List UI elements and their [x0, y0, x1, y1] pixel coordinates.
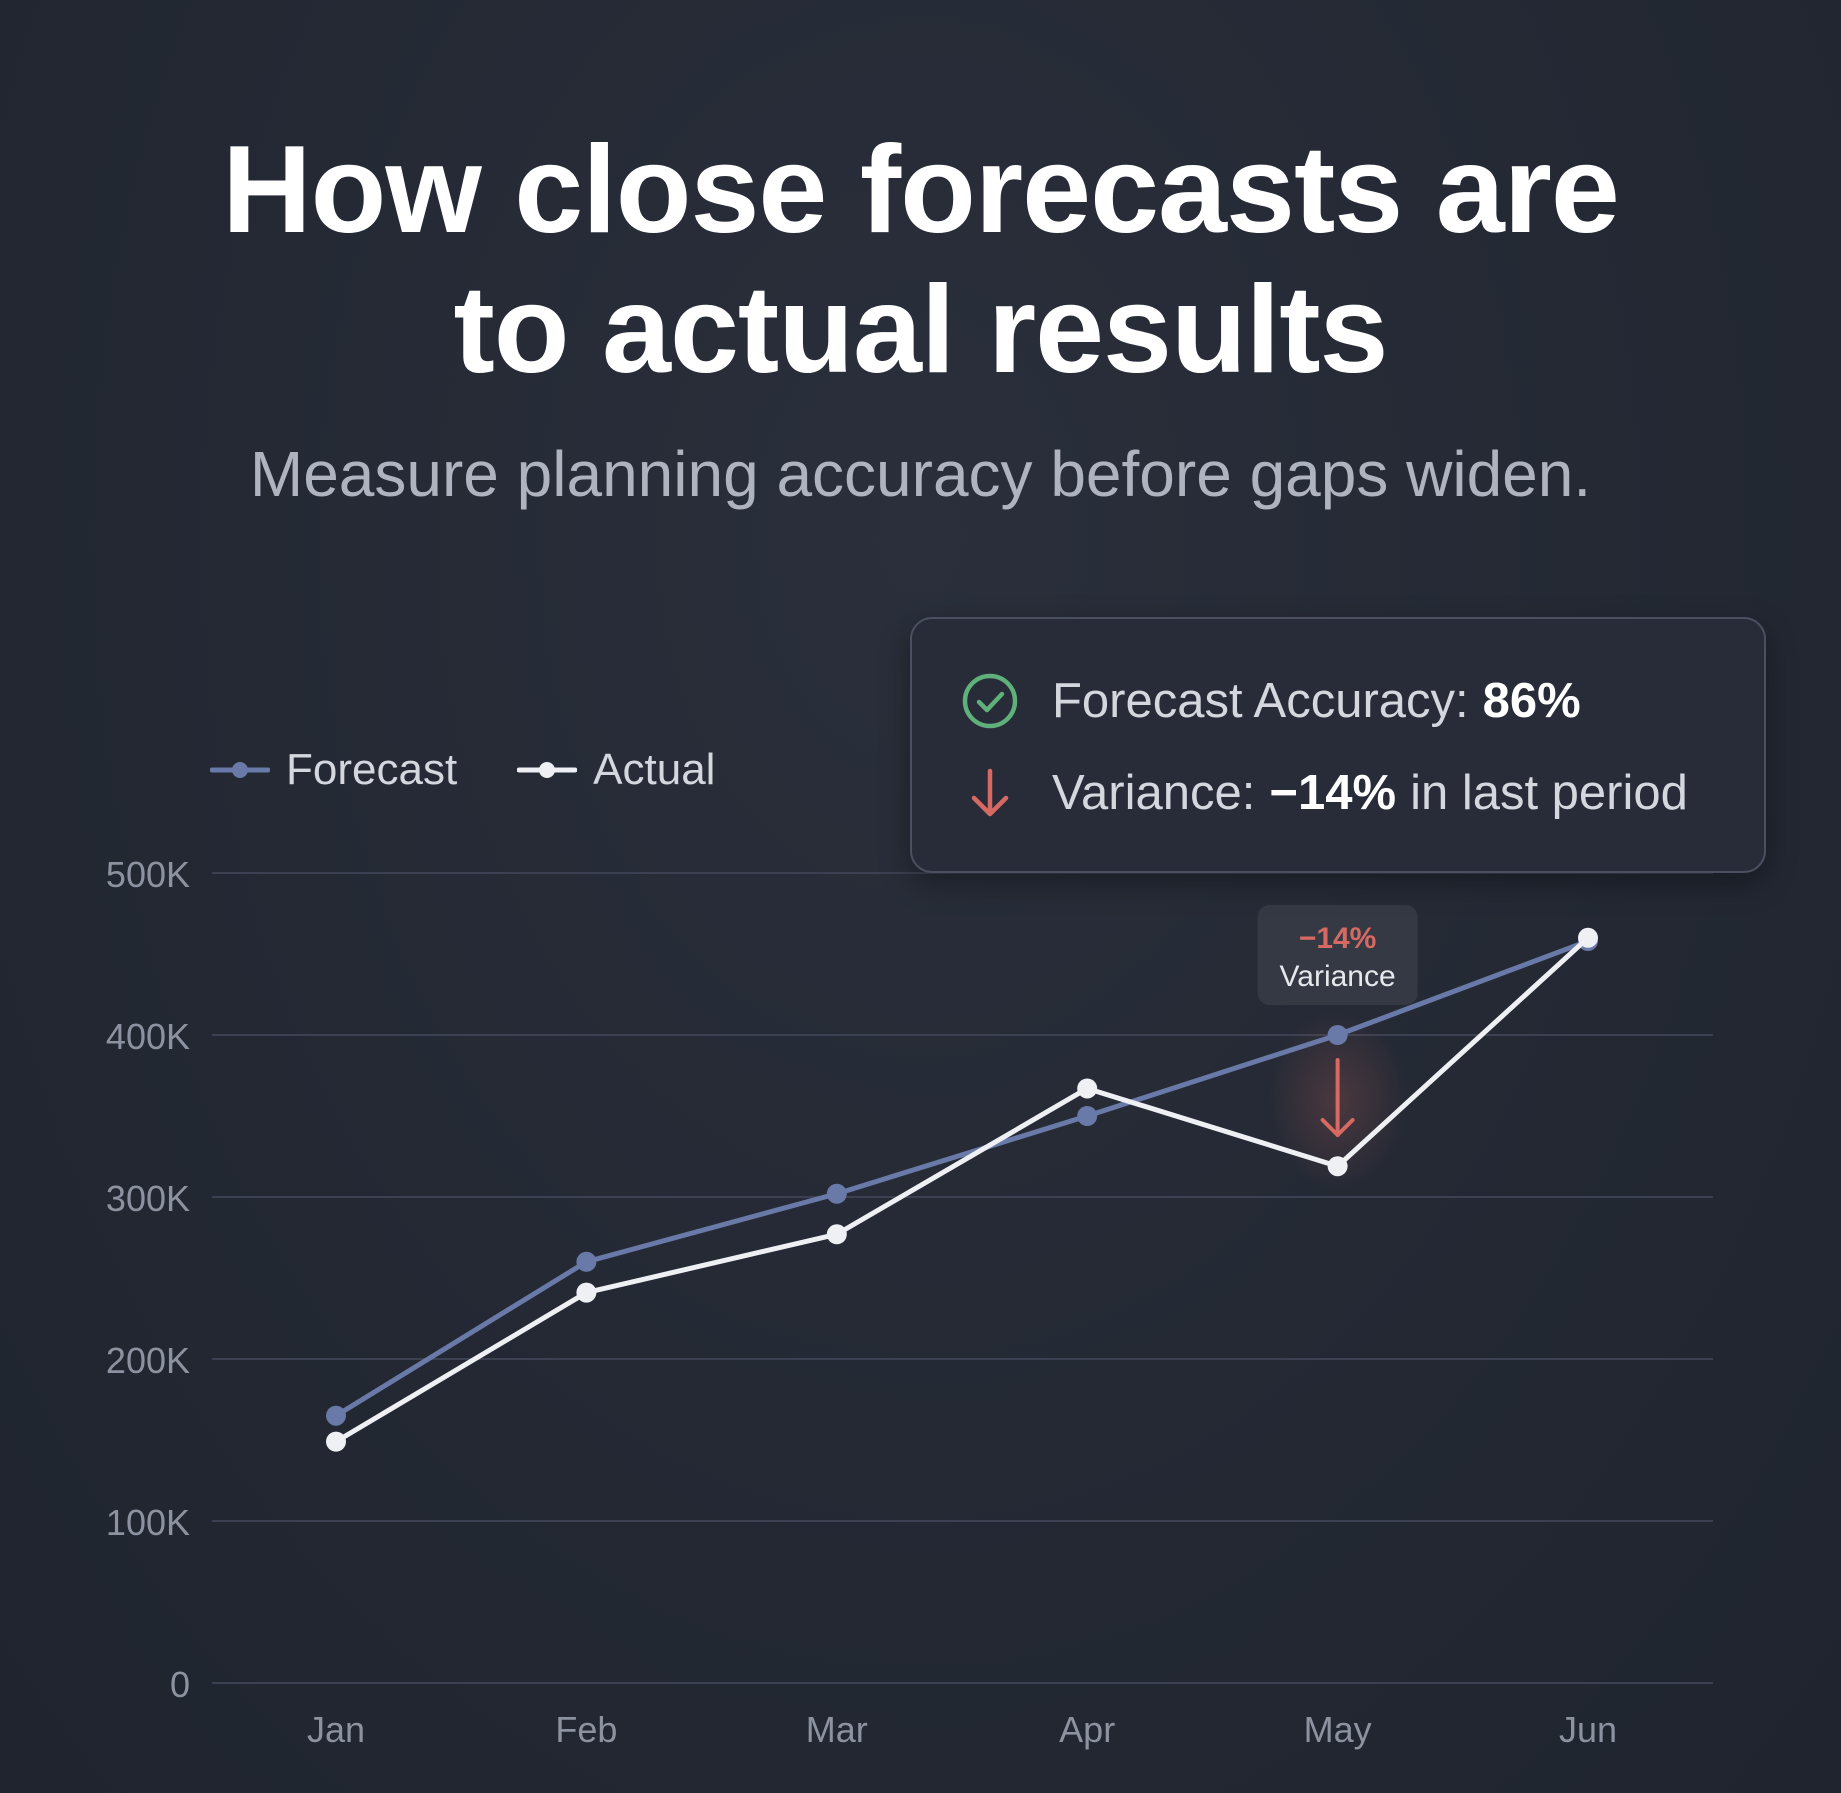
data-point-actual — [826, 1224, 847, 1245]
x-tick-label: Mar — [806, 1709, 868, 1750]
page-title: How close forecasts are to actual result… — [0, 120, 1841, 400]
x-tick-label: Jan — [307, 1709, 365, 1750]
x-tick-label: Jun — [1559, 1709, 1617, 1750]
y-tick-label: 500K — [106, 854, 190, 895]
legend-forecast-swatch — [210, 762, 270, 778]
variance-annotation-box — [1257, 905, 1418, 1005]
page-subtitle: Measure planning accuracy before gaps wi… — [249, 438, 1592, 510]
legend-actual-swatch — [517, 762, 578, 778]
y-tick-label: 400K — [106, 1016, 190, 1057]
legend-item-actual: Actual — [517, 745, 715, 795]
arrow-down-icon — [971, 768, 1009, 817]
variance-annotation-value: −14% — [1299, 922, 1377, 955]
data-point-forecast — [1077, 1106, 1098, 1126]
data-point-actual — [1077, 1078, 1098, 1099]
data-point-actual — [576, 1282, 597, 1303]
y-tick-label: 200K — [106, 1340, 190, 1381]
summary-card — [910, 617, 1766, 873]
variance-label: Variance: — [1052, 766, 1256, 820]
data-point-actual — [1327, 1156, 1348, 1177]
data-point-forecast — [576, 1251, 597, 1272]
check-circle-icon — [962, 673, 1018, 729]
accuracy-row: Forecast Accuracy: 86% — [960, 666, 1581, 736]
title-line-2: to actual results — [453, 261, 1389, 399]
variance-value: −14% — [1269, 766, 1397, 820]
legend-item-forecast: Forecast — [210, 745, 457, 795]
y-tick-label: 300K — [106, 1178, 190, 1219]
x-tick-label: Apr — [1059, 1709, 1115, 1750]
data-point-forecast — [1327, 1025, 1348, 1045]
variance-annotation-label: Variance — [1280, 960, 1396, 993]
accuracy-value: 86% — [1482, 674, 1581, 728]
x-tick-label: May — [1304, 1709, 1372, 1750]
legend-forecast-label: Forecast — [286, 745, 458, 794]
x-tick-label: Feb — [555, 1709, 617, 1750]
y-tick-label: 0 — [170, 1664, 190, 1705]
series-line-actual — [333, 935, 1591, 1445]
variance-row: Variance: −14% in last period — [960, 758, 1688, 828]
y-tick-label: 100K — [106, 1502, 190, 1543]
series-line-forecast — [333, 938, 1591, 1419]
data-point-forecast — [826, 1183, 847, 1204]
data-point-actual — [326, 1431, 346, 1452]
legend-actual-label: Actual — [593, 745, 716, 794]
title-line-1: How close forecasts are — [222, 121, 1620, 259]
chart-legend: Forecast Actual — [210, 745, 775, 795]
data-point-actual — [1578, 927, 1598, 948]
data-point-forecast — [326, 1405, 346, 1426]
variance-arrow-head — [1320, 1118, 1355, 1137]
accuracy-label: Forecast Accuracy: — [1052, 674, 1469, 728]
variance-suffix: in last period — [1410, 766, 1688, 820]
